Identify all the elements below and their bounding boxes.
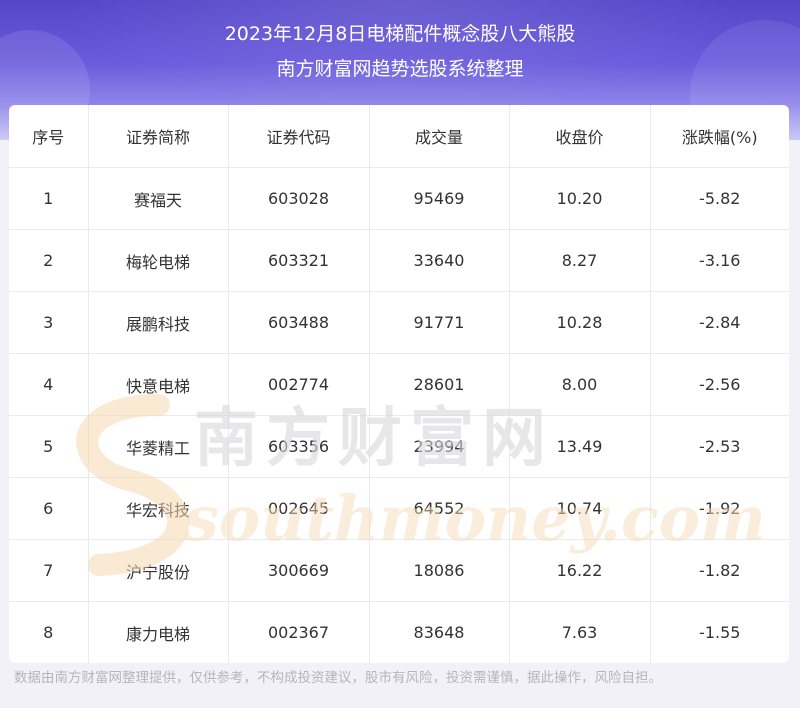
- table-row: 3 展鹏科技 603488 91771 10.28 -2.84: [9, 291, 789, 354]
- cell-name: 华宏科技: [88, 477, 229, 540]
- column-header: 证券代码: [228, 105, 370, 168]
- cell-close: 10.20: [509, 167, 651, 230]
- cell-rank: 6: [9, 477, 89, 540]
- cell-change: -1.55: [650, 601, 789, 663]
- cell-rank: 7: [9, 539, 89, 602]
- cell-close: 10.28: [509, 291, 651, 354]
- cell-name: 沪宁股份: [88, 539, 229, 602]
- cell-change: -3.16: [650, 229, 789, 292]
- cell-volume: 33640: [369, 229, 510, 292]
- table-row: 8 康力电梯 002367 83648 7.63 -1.55: [9, 601, 789, 663]
- table-header-row: 序号 证券简称 证券代码 成交量 收盘价 涨跌幅(%): [9, 105, 789, 168]
- cell-name: 展鹏科技: [88, 291, 229, 354]
- header-banner: 2023年12月8日电梯配件概念股八大熊股 南方财富网趋势选股系统整理: [0, 0, 800, 140]
- cell-volume: 23994: [369, 415, 510, 478]
- cell-code: 603321: [228, 229, 370, 292]
- cell-volume: 95469: [369, 167, 510, 230]
- cell-name: 康力电梯: [88, 601, 229, 663]
- page-title: 2023年12月8日电梯配件概念股八大熊股: [224, 23, 576, 45]
- cell-rank: 4: [9, 353, 89, 416]
- cell-code: 002367: [228, 601, 370, 663]
- cell-code: 603356: [228, 415, 370, 478]
- cell-rank: 5: [9, 415, 89, 478]
- table-row: 5 华菱精工 603356 23994 13.49 -2.53: [9, 415, 789, 478]
- cell-rank: 3: [9, 291, 89, 354]
- cell-change: -2.56: [650, 353, 789, 416]
- cell-name: 赛福天: [88, 167, 229, 230]
- cell-name: 华菱精工: [88, 415, 229, 478]
- cell-code: 603488: [228, 291, 370, 354]
- cell-change: -2.84: [650, 291, 789, 354]
- stock-table: 序号 证券简称 证券代码 成交量 收盘价 涨跌幅(%) 1 赛福天 603028…: [9, 105, 789, 663]
- column-header: 证券简称: [88, 105, 229, 168]
- column-header: 成交量: [369, 105, 510, 168]
- cell-close: 8.00: [509, 353, 651, 416]
- table-row: 7 沪宁股份 300669 18086 16.22 -1.82: [9, 539, 789, 602]
- cell-volume: 83648: [369, 601, 510, 663]
- cell-volume: 28601: [369, 353, 510, 416]
- table-row: 1 赛福天 603028 95469 10.20 -5.82: [9, 167, 789, 230]
- cell-code: 002645: [228, 477, 370, 540]
- cell-close: 16.22: [509, 539, 651, 602]
- cell-volume: 18086: [369, 539, 510, 602]
- table-row: 2 梅轮电梯 603321 33640 8.27 -3.16: [9, 229, 789, 292]
- column-header: 涨跌幅(%): [650, 105, 789, 168]
- cell-change: -2.53: [650, 415, 789, 478]
- cell-volume: 64552: [369, 477, 510, 540]
- cell-close: 10.74: [509, 477, 651, 540]
- table-card: 序号 证券简称 证券代码 成交量 收盘价 涨跌幅(%) 1 赛福天 603028…: [9, 105, 789, 663]
- column-header: 收盘价: [509, 105, 651, 168]
- cell-code: 603028: [228, 167, 370, 230]
- cell-rank: 8: [9, 601, 89, 663]
- cell-rank: 1: [9, 167, 89, 230]
- cell-rank: 2: [9, 229, 89, 292]
- column-header: 序号: [9, 105, 89, 168]
- table-row: 4 快意电梯 002774 28601 8.00 -2.56: [9, 353, 789, 416]
- cell-close: 13.49: [509, 415, 651, 478]
- table-row: 6 华宏科技 002645 64552 10.74 -1.92: [9, 477, 789, 540]
- cell-close: 7.63: [509, 601, 651, 663]
- footer-disclaimer: 数据由南方财富网整理提供，仅供参考，不构成投资建议，股市有风险，投资需谨慎，据此…: [14, 670, 662, 686]
- cell-change: -1.92: [650, 477, 789, 540]
- cell-name: 梅轮电梯: [88, 229, 229, 292]
- cell-volume: 91771: [369, 291, 510, 354]
- cell-code: 300669: [228, 539, 370, 602]
- cell-close: 8.27: [509, 229, 651, 292]
- cell-code: 002774: [228, 353, 370, 416]
- cell-change: -1.82: [650, 539, 789, 602]
- cell-name: 快意电梯: [88, 353, 229, 416]
- cell-change: -5.82: [650, 167, 789, 230]
- page-subtitle: 南方财富网趋势选股系统整理: [276, 58, 524, 80]
